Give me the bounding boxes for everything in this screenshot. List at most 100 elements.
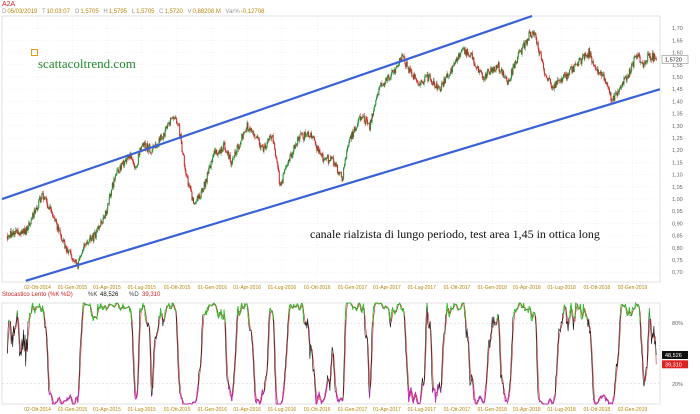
price-candle xyxy=(599,70,601,76)
price-candle xyxy=(507,80,509,86)
price-candle xyxy=(12,230,14,236)
price-candle xyxy=(405,63,407,70)
price-candle xyxy=(20,230,22,237)
price-candle xyxy=(63,239,65,242)
price-candle xyxy=(418,83,420,87)
price-candle xyxy=(245,129,247,133)
price-candle xyxy=(229,153,231,160)
oscillator-overbought-segment xyxy=(109,303,112,306)
price-candle xyxy=(266,140,268,149)
oscillator-overbought-segment xyxy=(523,302,525,311)
price-candle xyxy=(625,74,627,84)
price-candle xyxy=(65,244,67,249)
price-candle xyxy=(108,194,110,207)
oscillator-overbought-segment xyxy=(399,302,401,305)
price-candle xyxy=(366,116,368,127)
price-candle xyxy=(261,145,263,147)
price-candle xyxy=(71,253,73,261)
oscillator-overbought-segment xyxy=(512,315,515,318)
price-candle xyxy=(317,144,319,152)
price-y-tick-label: 1,30 xyxy=(672,124,683,130)
price-candle xyxy=(255,136,257,139)
price-candle xyxy=(162,136,164,140)
oscillator-overbought-segment xyxy=(288,304,291,308)
field-key-close: C xyxy=(159,9,164,15)
price-candle xyxy=(45,196,47,200)
price-candle xyxy=(530,31,532,38)
oscillator-oversold-segment xyxy=(598,398,600,400)
price-candle xyxy=(588,48,590,61)
price-candle xyxy=(576,63,578,66)
oscillator-overbought-segment xyxy=(108,303,110,306)
oscillator-oversold-segment xyxy=(602,394,604,397)
price-candle xyxy=(43,196,45,200)
price-candle xyxy=(9,228,11,239)
price-candle xyxy=(359,113,361,122)
price-candle xyxy=(496,64,498,70)
field-key-low: L xyxy=(131,9,136,15)
price-candle xyxy=(68,249,70,252)
oscillator-x-tick-label: 01-Ott-2018 xyxy=(583,407,610,413)
oscillator-oversold-segment xyxy=(229,385,231,396)
price-candle xyxy=(252,129,254,138)
price-x-tick-label: 01-Ott-2016 xyxy=(304,285,331,291)
price-candle xyxy=(123,159,125,169)
oscillator-overbought-segment xyxy=(530,311,532,321)
price-candle xyxy=(556,77,558,86)
price-candle xyxy=(426,71,428,78)
oscillator-oversold-segment xyxy=(59,397,61,403)
price-candle xyxy=(628,67,630,79)
oscillator-overbought-segment xyxy=(218,312,220,319)
oscillator-overbought-segment xyxy=(463,302,466,317)
price-candle xyxy=(119,164,121,174)
price-candle xyxy=(501,68,503,76)
price-candle xyxy=(225,150,227,154)
price-candle xyxy=(304,129,306,139)
price-candle xyxy=(35,207,37,215)
price-x-tick-label: 02-Ott-2014 xyxy=(24,285,51,291)
price-candle xyxy=(481,69,483,75)
price-candle xyxy=(90,234,92,244)
oscillator-overbought-segment xyxy=(372,306,374,322)
price-candle xyxy=(481,71,483,80)
price-candle xyxy=(444,76,446,85)
oscillator-oversold-segment xyxy=(472,386,475,400)
price-candle xyxy=(183,153,185,156)
price-candle xyxy=(472,56,474,61)
oscillator-overbought-segment xyxy=(513,309,515,316)
price-candle xyxy=(39,195,41,201)
oscillator-x-tick-label: 01-Apr-2015 xyxy=(93,407,121,413)
price-candle xyxy=(454,59,456,65)
oscillator-x-tick-label: 01-Apr-2018 xyxy=(513,407,541,413)
price-candle xyxy=(62,239,64,244)
oscillator-overbought-segment xyxy=(402,308,405,317)
price-candle xyxy=(134,162,136,170)
price-candle xyxy=(521,46,523,57)
oscillator-oversold-segment xyxy=(540,401,543,404)
oscillator-oversold-segment xyxy=(603,394,606,397)
price-candle xyxy=(367,123,369,125)
price-candle xyxy=(337,171,339,176)
price-candle xyxy=(528,30,530,41)
oscillator-k-label: %K xyxy=(88,292,98,298)
price-candle xyxy=(167,122,169,127)
price-candle xyxy=(201,187,203,194)
oscillator-overbought-segment xyxy=(30,306,33,314)
oscillator-overbought-segment xyxy=(425,302,428,310)
oscillator-overbought-segment xyxy=(579,304,582,318)
price-candle xyxy=(626,76,628,83)
price-candle xyxy=(409,65,411,73)
price-candle xyxy=(421,79,423,83)
price-candle xyxy=(366,116,368,122)
price-candle xyxy=(10,228,12,238)
price-candle xyxy=(38,199,40,209)
price-candle xyxy=(282,172,284,184)
price-candle xyxy=(287,161,289,167)
oscillator-oversold-segment xyxy=(63,400,65,402)
price-candle xyxy=(633,55,635,70)
price-candle xyxy=(416,79,418,83)
price-x-tick-label: 01-Lug-2018 xyxy=(547,285,576,291)
price-candle xyxy=(55,218,57,225)
price-candle xyxy=(524,40,526,52)
